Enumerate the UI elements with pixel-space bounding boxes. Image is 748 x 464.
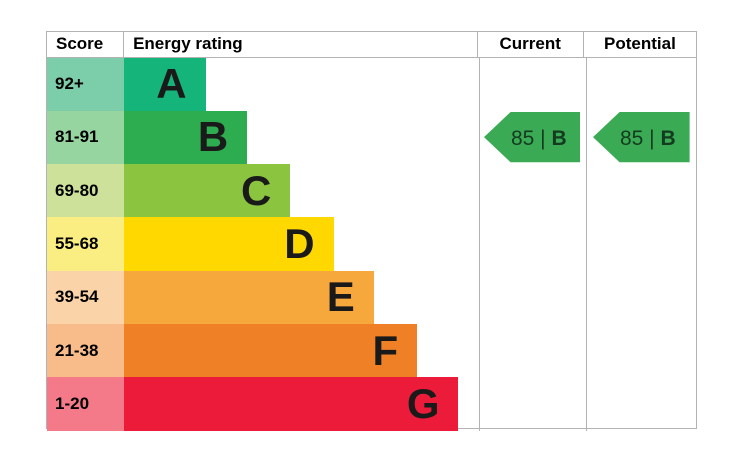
- svg-text:85 | B: 85 | B: [511, 127, 567, 150]
- svg-text:85 | B: 85 | B: [620, 127, 676, 150]
